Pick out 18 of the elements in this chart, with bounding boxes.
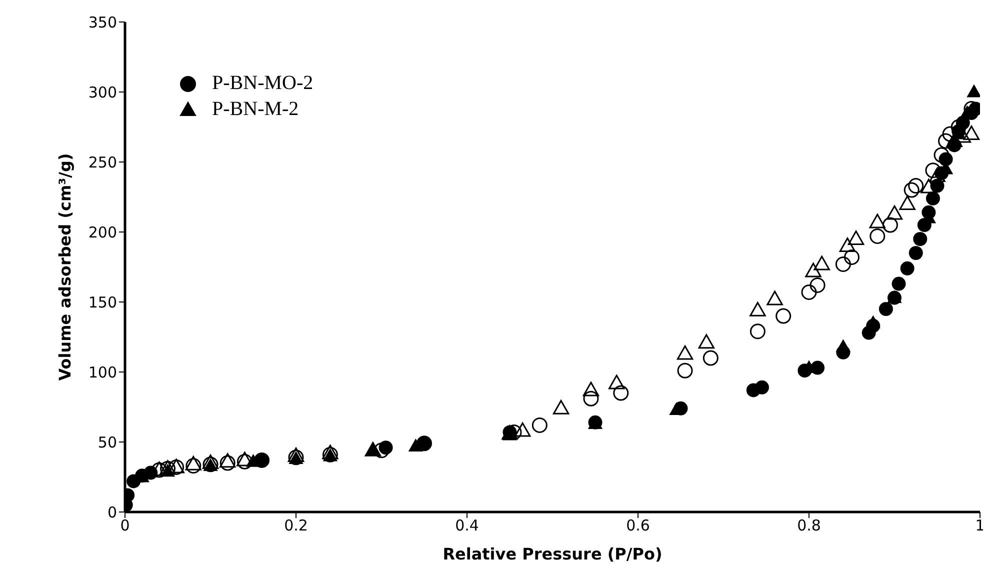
- y-tick-label: 150: [88, 293, 117, 312]
- x-axis-title: Relative Pressure (P/Po): [442, 544, 662, 564]
- y-tick-label: 0: [107, 503, 117, 522]
- y-tick-label: 100: [88, 363, 117, 382]
- x-tick-label: 0.2: [284, 516, 308, 535]
- legend-label: P-BN-M-2: [212, 98, 299, 120]
- x-tick-label: 0.8: [797, 516, 821, 535]
- legend-label: P-BN-MO-2: [212, 72, 314, 94]
- x-tick-label: 0: [120, 516, 130, 535]
- y-tick-label: 300: [88, 83, 117, 102]
- x-tick-label: 0.4: [455, 516, 479, 535]
- y-axis-title: Volume adsorbed (cm³/g): [56, 153, 75, 381]
- y-tick-label: 50: [98, 433, 117, 452]
- y-tick-label: 350: [88, 13, 117, 32]
- y-tick-label: 250: [88, 153, 117, 172]
- y-tick-label: 200: [88, 223, 117, 242]
- x-tick-label: 0.6: [626, 516, 650, 535]
- x-tick-label: 1: [975, 516, 985, 535]
